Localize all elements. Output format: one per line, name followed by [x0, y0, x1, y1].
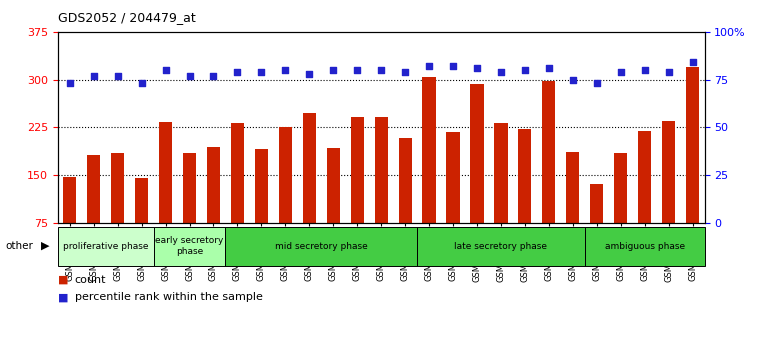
Point: [638, 67, 651, 73]
Point: [255, 69, 267, 75]
Text: count: count: [75, 275, 106, 285]
Bar: [183, 153, 196, 271]
Bar: [447, 132, 460, 271]
Point: [207, 73, 219, 79]
Point: [112, 73, 124, 79]
Point: [447, 63, 459, 69]
Point: [136, 81, 148, 86]
Bar: [231, 123, 244, 271]
Bar: [135, 178, 148, 271]
Point: [231, 69, 243, 75]
Point: [159, 67, 172, 73]
Point: [351, 67, 363, 73]
Text: ▶: ▶: [41, 241, 49, 251]
Point: [183, 73, 196, 79]
Text: late secretory phase: late secretory phase: [454, 241, 547, 251]
Point: [375, 67, 387, 73]
Bar: [87, 155, 100, 271]
Bar: [662, 121, 675, 271]
Point: [64, 81, 76, 86]
Text: ■: ■: [58, 275, 69, 285]
Bar: [303, 113, 316, 271]
Text: proliferative phase: proliferative phase: [63, 241, 149, 251]
Bar: [584, 227, 705, 266]
Bar: [686, 67, 699, 271]
Bar: [350, 116, 363, 271]
Point: [567, 77, 579, 82]
Text: ambiguous phase: ambiguous phase: [604, 241, 685, 251]
Text: ■: ■: [58, 292, 69, 302]
Point: [470, 65, 483, 71]
Point: [662, 69, 675, 75]
Bar: [279, 127, 292, 271]
Bar: [399, 138, 412, 271]
Bar: [542, 81, 555, 271]
Bar: [417, 227, 584, 266]
Bar: [159, 122, 172, 271]
Text: other: other: [5, 241, 33, 251]
Bar: [226, 227, 417, 266]
Bar: [374, 116, 388, 271]
Bar: [470, 84, 484, 271]
Bar: [614, 153, 628, 271]
Bar: [518, 129, 531, 271]
Point: [591, 81, 603, 86]
Text: mid secretory phase: mid secretory phase: [275, 241, 367, 251]
Bar: [153, 227, 226, 266]
Point: [399, 69, 411, 75]
Text: GDS2052 / 204479_at: GDS2052 / 204479_at: [58, 11, 196, 24]
Point: [614, 69, 627, 75]
Point: [88, 73, 100, 79]
Bar: [590, 183, 604, 271]
Point: [423, 63, 435, 69]
Bar: [58, 227, 153, 266]
Point: [303, 71, 316, 77]
Bar: [494, 123, 507, 271]
Bar: [111, 153, 124, 271]
Point: [686, 59, 698, 65]
Text: early secretory
phase: early secretory phase: [156, 236, 224, 256]
Point: [519, 67, 531, 73]
Bar: [326, 148, 340, 271]
Point: [327, 67, 340, 73]
Bar: [63, 177, 76, 271]
Bar: [566, 152, 579, 271]
Text: percentile rank within the sample: percentile rank within the sample: [75, 292, 263, 302]
Bar: [423, 77, 436, 271]
Bar: [207, 147, 220, 271]
Bar: [638, 131, 651, 271]
Point: [543, 65, 555, 71]
Point: [495, 69, 507, 75]
Point: [280, 67, 292, 73]
Bar: [255, 149, 268, 271]
